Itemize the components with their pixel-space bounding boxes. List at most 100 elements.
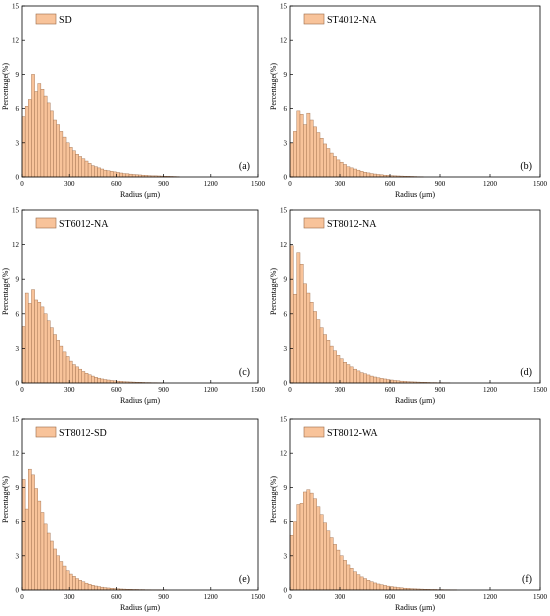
histogram-bar (78, 156, 82, 178)
histogram-bar (316, 319, 321, 384)
legend-swatch (303, 426, 325, 438)
histogram-bar (343, 362, 347, 384)
y-tick-label: 0 (284, 174, 288, 182)
histogram-bar (24, 292, 29, 384)
y-axis-label: Percentage(%) (1, 63, 10, 110)
histogram-bar (363, 373, 367, 384)
legend-label: ST8012-WA (327, 428, 378, 439)
histogram-bar (296, 252, 301, 384)
x-tick-label: 900 (158, 386, 169, 394)
histogram-bar (356, 574, 361, 591)
histogram-bar (336, 549, 341, 591)
panel-label: (e) (239, 574, 250, 585)
plot-frame (289, 5, 541, 178)
histogram-bar (91, 585, 95, 591)
histogram-bar (309, 119, 314, 178)
histogram-bar (46, 102, 51, 178)
histogram-bar (363, 578, 367, 591)
x-tick-label: 300 (335, 180, 346, 188)
histogram-bar (316, 132, 321, 178)
histogram-bar (326, 530, 331, 591)
histogram-bar (289, 535, 294, 591)
x-tick-label: 600 (111, 386, 122, 394)
x-tick-label: 1500 (533, 386, 548, 394)
y-tick-label: 12 (12, 450, 20, 458)
histogram-bar (128, 173, 133, 178)
histogram-bar (306, 292, 311, 384)
histogram-bar (59, 345, 64, 384)
x-tick-label: 1500 (251, 386, 266, 394)
histogram-bar (53, 119, 57, 178)
histogram-bar (353, 571, 357, 591)
histogram-bar (299, 114, 304, 178)
histogram-bar (34, 488, 38, 591)
histogram-bar (31, 474, 35, 591)
histogram-bar (100, 168, 105, 178)
legend-label: ST8012-NA (327, 219, 377, 230)
histogram-bar (333, 156, 337, 178)
histogram-bar (100, 586, 105, 591)
panel-label: (b) (520, 161, 532, 172)
histogram-bar (65, 142, 70, 178)
x-tick-label: 1200 (204, 593, 219, 601)
histogram-bar (339, 161, 344, 178)
y-tick-label: 6 (16, 518, 20, 526)
y-tick-label: 0 (284, 587, 288, 595)
histogram-bar (296, 504, 301, 591)
y-tick-label: 6 (284, 310, 288, 318)
histogram-bar (303, 283, 307, 384)
histogram-bar (393, 586, 397, 591)
histogram-bar (329, 537, 334, 591)
plot-frame (21, 209, 259, 384)
y-tick-label: 3 (16, 345, 20, 353)
panel-2: 0 300 600 900 1200 1500 0 3 6 9 12 15 Radius (μm) Per… (269, 3, 548, 200)
y-tick-label: 6 (16, 105, 20, 113)
histogram-bar (386, 379, 391, 384)
legend-label: ST8012-SD (59, 428, 107, 439)
histogram-bar (31, 289, 35, 384)
y-tick-label: 9 (16, 484, 20, 492)
x-tick-label: 600 (385, 386, 396, 394)
histogram-bar (366, 172, 371, 178)
legend-swatch (35, 13, 57, 25)
y-tick-label: 12 (280, 241, 288, 249)
legend-swatch (303, 217, 325, 229)
histogram-bar (329, 152, 334, 178)
histogram-bar (87, 163, 92, 178)
histogram-bar (81, 158, 86, 178)
y-tick-label: 6 (284, 105, 288, 113)
histogram-bar (346, 564, 351, 591)
panel-label: (c) (239, 367, 250, 378)
x-tick-label: 1500 (533, 593, 548, 601)
x-tick-label: 600 (385, 593, 396, 601)
histogram-bar (34, 91, 38, 178)
plot-frame (289, 209, 541, 384)
x-tick-label: 900 (435, 386, 446, 394)
histogram-bar (100, 378, 105, 384)
histogram-bar (373, 582, 377, 591)
histogram-bar (106, 379, 111, 384)
plot-frame (21, 418, 259, 591)
histogram-bar (303, 491, 307, 591)
histogram-bar (376, 377, 381, 384)
histogram-bar (389, 586, 394, 591)
histogram-bar (43, 95, 48, 178)
histogram-bar (366, 374, 371, 384)
histogram-bar (336, 159, 341, 178)
x-tick-label: 300 (64, 386, 75, 394)
histogram-bar (359, 171, 364, 178)
y-tick-label: 3 (16, 139, 20, 147)
legend-label: ST4012-NA (327, 15, 377, 26)
histogram-bar (21, 326, 26, 384)
histogram-bar (78, 368, 82, 384)
y-tick-label: 9 (284, 71, 288, 79)
histogram-bar (75, 153, 79, 178)
y-tick-label: 12 (280, 450, 288, 458)
histogram-bar (81, 581, 86, 591)
histogram-bar (53, 548, 57, 591)
histogram-bar (296, 110, 301, 178)
histogram-bar (37, 500, 42, 591)
x-tick-label: 0 (288, 593, 292, 601)
histogram-bar (50, 327, 54, 384)
histogram-bar (81, 371, 86, 384)
